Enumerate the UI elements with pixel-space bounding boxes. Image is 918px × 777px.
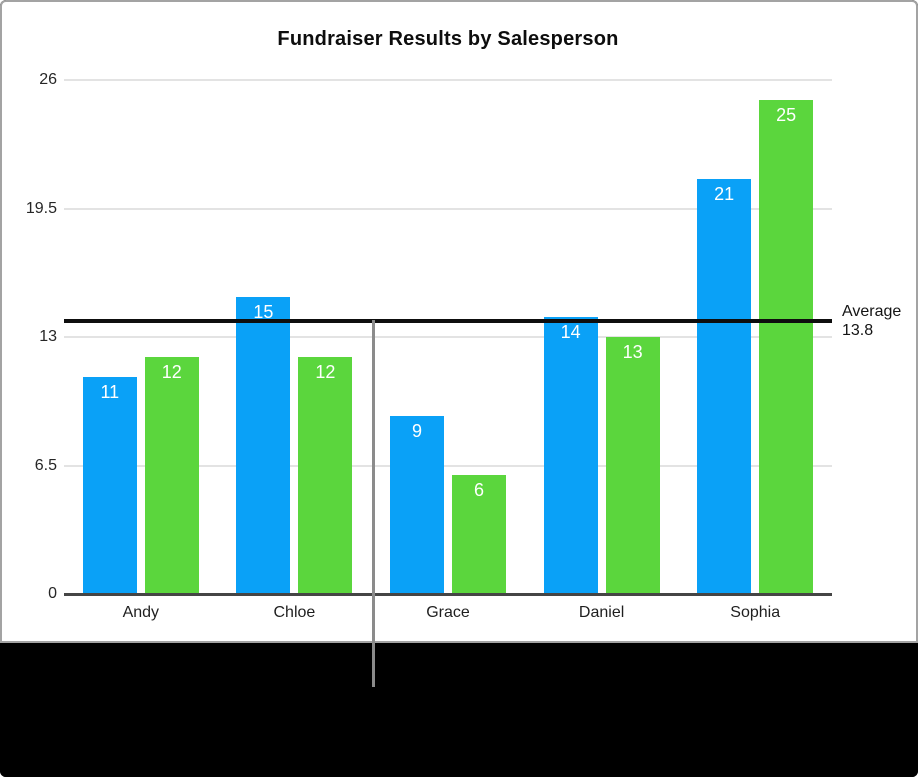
bottom-black-area: [0, 643, 918, 777]
bar-value-label: 11: [100, 381, 120, 402]
bar-sophia-series1: 21: [697, 178, 752, 594]
bar-value-label: 12: [315, 361, 336, 382]
y-axis-tick-26: 26: [39, 71, 57, 88]
x-axis-line: [64, 593, 832, 596]
bar-chloe-series1: 15: [236, 297, 291, 594]
bar-value-label: 9: [411, 421, 422, 442]
bar-andy-series1: 11: [82, 376, 137, 594]
bar-andy-series2: 12: [144, 356, 199, 594]
gridline-19.5: [64, 207, 832, 210]
gridline-13: [64, 336, 832, 338]
reference-line-label-text: Average: [842, 303, 902, 320]
chart-panel: Fundraiser Results by Salesperson 0 6.5 13…: [0, 0, 918, 643]
bar-daniel-series1: 14: [543, 317, 598, 594]
bar-sophia-series2: 25: [759, 99, 814, 594]
x-axis-label-andy: Andy: [122, 604, 160, 621]
x-axis-label-chloe: Chloe: [273, 604, 316, 621]
bar-value-label: 15: [253, 302, 274, 323]
y-axis-tick-19.5: 19.5: [25, 199, 57, 217]
bar-value-label: 6: [473, 480, 484, 501]
bar-value-label: 25: [776, 104, 797, 125]
y-axis-tick-13: 13: [39, 328, 57, 345]
y-axis-tick-6.5: 6.5: [34, 456, 57, 474]
bar-grace-series1: 9: [390, 416, 444, 594]
bar-daniel-series2: 13: [605, 337, 660, 594]
chart-title: Fundraiser Results by Salesperson: [277, 28, 619, 50]
y-axis-tick-0: 0: [48, 585, 57, 602]
average-reference-line: [64, 319, 832, 324]
bar-value-label: 13: [622, 342, 643, 362]
reference-line-label: Average 13.8: [842, 302, 901, 340]
gridline-26: [64, 79, 832, 81]
bar-grace-series2: 6: [452, 475, 506, 594]
bar-value-label: 12: [161, 361, 182, 382]
vertical-callout-line: [372, 320, 375, 687]
bar-value-label: 21: [714, 183, 735, 204]
x-axis-label-daniel: Daniel: [578, 604, 625, 621]
bar-value-label: 14: [560, 322, 581, 343]
x-axis-label-grace: Grace: [426, 604, 470, 621]
reference-line-value: 13.8: [842, 322, 874, 339]
bar-chloe-series2: 12: [298, 356, 353, 594]
x-axis-label-sophia: Sophia: [730, 604, 781, 621]
gridline-6.5: [64, 464, 832, 467]
